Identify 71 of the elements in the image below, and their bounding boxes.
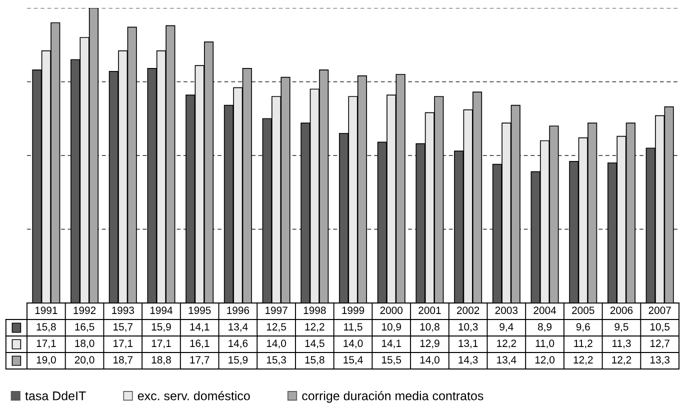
x-tick-label: 2004: [534, 306, 556, 314]
data-label: 13,3: [650, 356, 670, 365]
data-label: 18,7: [114, 356, 132, 365]
data-label: 12,2: [305, 323, 324, 332]
data-label: 8,9: [538, 323, 552, 332]
data-label: 10,5: [650, 323, 670, 332]
data-label: 20,0: [74, 356, 94, 365]
data-label: 15,9: [228, 356, 248, 365]
x-tick-label: 1996: [227, 306, 250, 314]
data-label: 11,3: [612, 340, 631, 348]
data-label: 10,8: [420, 323, 440, 332]
x-tick-label: 2006: [610, 306, 633, 314]
data-label: 15,3: [266, 356, 286, 365]
data-label: 15,8: [36, 323, 56, 332]
data-label: 14,0: [420, 356, 440, 365]
x-tick-label: 1991: [35, 306, 58, 314]
data-label: 15,7: [114, 323, 132, 332]
x-tick-label: 2000: [380, 306, 403, 314]
x-tick-label: 1994: [150, 306, 173, 314]
x-tick-label: 1993: [112, 306, 134, 314]
data-label: 15,5: [382, 356, 402, 365]
data-label: 14,3: [458, 356, 478, 365]
x-tick-label: 2007: [648, 306, 671, 314]
data-label: 17,1: [152, 340, 171, 348]
x-tick-label: 1992: [74, 306, 96, 314]
x-tick-label: 2001: [418, 306, 441, 314]
data-label: 12,9: [420, 340, 440, 348]
data-label: 10,9: [382, 323, 401, 332]
data-label: 15,4: [344, 356, 363, 365]
data-label: 9,4: [500, 323, 514, 332]
x-tick-label: 2005: [572, 306, 594, 314]
data-label: 14,0: [266, 340, 286, 348]
data-label: 15,8: [305, 356, 324, 365]
data-label: 16,1: [190, 340, 210, 348]
x-tick-label: 2002: [457, 306, 480, 314]
data-label: 14,1: [190, 323, 210, 332]
data-label: 11,0: [536, 340, 554, 348]
x-tick-label: 1997: [266, 306, 288, 314]
x-tick-label: 2003: [495, 306, 518, 314]
data-label: 18,8: [152, 356, 171, 365]
data-label: 14,0: [344, 340, 363, 348]
data-label: 10,3: [458, 323, 478, 332]
data-label: 14,1: [382, 340, 401, 348]
data-label: 18,0: [75, 340, 94, 348]
data-label: 12,5: [266, 323, 286, 332]
data-label: 15,9: [152, 323, 171, 332]
data-label: 13,4: [228, 323, 248, 332]
legend-label: exc. serv. doméstico: [138, 390, 250, 400]
data-label: 17,1: [36, 340, 56, 348]
x-tick-label: 1995: [188, 306, 211, 314]
data-label: 14,6: [228, 340, 248, 348]
x-tick-label: 1999: [342, 306, 364, 314]
data-label: 11,5: [344, 323, 362, 332]
data-label: 13,4: [497, 356, 516, 365]
data-label: 13,1: [458, 340, 478, 348]
data-label: 9,5: [614, 323, 628, 332]
data-label: 11,2: [574, 340, 592, 348]
data-label: 12,2: [497, 340, 516, 348]
x-tick-label: 1998: [304, 306, 326, 314]
data-label: 19,0: [36, 356, 56, 365]
legend-label: corrige duración media contratos: [302, 390, 484, 403]
data-label: 12,7: [650, 340, 670, 348]
data-label: 17,1: [114, 340, 133, 348]
data-label: 14,5: [305, 340, 324, 348]
data-label: 12,0: [535, 356, 554, 365]
data-label: 12,2: [574, 356, 593, 365]
data-label: 9,6: [576, 323, 590, 332]
data-label: 16,5: [75, 323, 94, 332]
data-label: 17,7: [190, 356, 210, 365]
data-label: 12,2: [612, 356, 632, 365]
legend-label: tasa DdeIT: [25, 391, 86, 400]
